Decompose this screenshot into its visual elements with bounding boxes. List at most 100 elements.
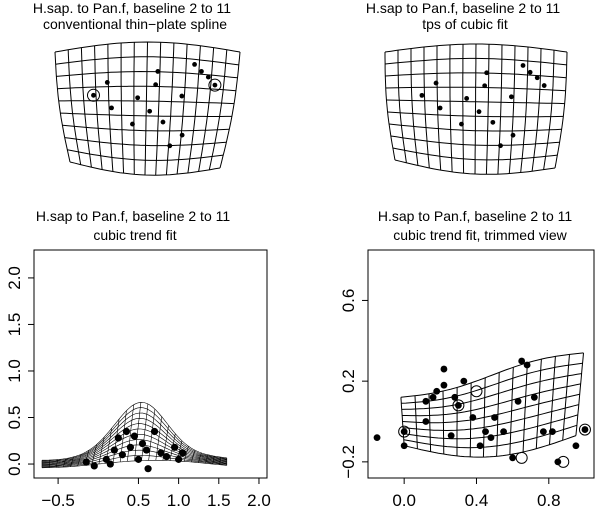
landmark-point [429, 393, 437, 401]
landmark-ring [470, 385, 483, 398]
landmark-point [118, 451, 126, 459]
grid-line-v [554, 51, 568, 169]
landmark-point [440, 365, 448, 373]
grid-line-h [60, 112, 232, 117]
panel-2-title: H.sap to Pan.f, baseline 2 to 11 [366, 0, 561, 16]
panel-2-landmarks [419, 63, 547, 149]
x-tick-label: −0.5 [41, 491, 75, 510]
grid-line-v [94, 45, 103, 170]
landmark-point [487, 434, 495, 442]
grid-line-v [485, 44, 490, 175]
landmark-point [373, 434, 381, 442]
grid-line-h [58, 100, 235, 105]
grid-line-h [402, 404, 579, 432]
landmark-ring [515, 451, 528, 464]
grid-line-h [41, 428, 227, 464]
grid-line-v [67, 49, 82, 165]
grid-line-h [385, 86, 566, 92]
landmark-point [433, 80, 439, 86]
grid-line-h [394, 159, 556, 175]
landmark-point [451, 393, 459, 401]
landmark-point [162, 452, 171, 461]
grid-line-v [148, 409, 156, 461]
landmark-ring [398, 425, 411, 438]
grid-line-h [57, 85, 236, 92]
grid-line-h [56, 70, 238, 79]
y-tick-label: −0.2 [339, 445, 358, 479]
panel-1-subtitle: conventional thin−plate spline [43, 16, 227, 32]
landmark-point [572, 442, 580, 450]
grid-line-h [390, 135, 560, 146]
landmark-point [144, 465, 152, 473]
panel-4-title: H.sap to Pan.f, baseline 2 to 11 [378, 208, 573, 224]
landmark-point [157, 449, 165, 457]
landmark-point [476, 442, 484, 450]
grid-line-h [384, 43, 568, 53]
landmark-point [138, 439, 147, 448]
landmark-point [490, 119, 496, 125]
landmark-point [109, 105, 114, 111]
grid-line-h [55, 56, 239, 66]
landmark-point [422, 397, 430, 405]
grid-line-v [155, 416, 163, 461]
landmark-point [527, 69, 533, 75]
grid-line-v [543, 50, 555, 170]
landmark-point [155, 69, 161, 74]
grid-line-h [42, 407, 227, 462]
grid-line-v [165, 42, 175, 175]
landmark-point [433, 387, 441, 395]
landmark-point [167, 143, 173, 149]
landmark-point [192, 61, 197, 67]
grid-line-v [134, 402, 142, 461]
grid-line-v [141, 403, 149, 461]
landmark-point [175, 455, 183, 463]
landmark-point [102, 455, 110, 463]
x-tick-label: 1.0 [167, 491, 191, 510]
landmark-point [153, 82, 159, 88]
grid-line-v [508, 45, 516, 174]
panel-4-deformation-grid [400, 352, 584, 458]
grid-line-v [107, 44, 114, 172]
grid-line-v [208, 49, 228, 170]
panel-2: H.sap to Pan.f, baseline 2 to 11 tps of … [366, 0, 568, 175]
landmark-point [205, 74, 211, 80]
landmark-point [179, 93, 185, 99]
grid-line-h [404, 435, 577, 458]
grid-line-h [386, 99, 565, 105]
landmark-point [447, 432, 455, 440]
panel-2-subtitle: tps of cubic fit [422, 16, 508, 32]
grid-line-v [198, 47, 215, 172]
grid-line-v [384, 52, 396, 161]
grid-line-v [187, 45, 201, 173]
landmark-ring [208, 78, 222, 92]
landmark-point [523, 361, 531, 369]
landmark-point [510, 132, 516, 138]
landmark-ring [452, 399, 465, 412]
y-tick-label: 1.0 [5, 359, 24, 383]
grid-line-h [67, 149, 224, 161]
grid-line-v [127, 404, 134, 462]
grid-line-h [385, 72, 567, 79]
panel-1-landmarks [86, 61, 222, 149]
x-tick-label: 0.5 [127, 491, 151, 510]
grid-line-h [387, 111, 564, 118]
landmark-point [110, 446, 118, 454]
grid-line-v [497, 44, 503, 175]
grid-line-v [462, 44, 465, 174]
landmark-point [459, 121, 464, 127]
panel-4: H.sap to Pan.f, baseline 2 to 11 cubic t… [339, 208, 595, 510]
grid-line-h [62, 124, 230, 132]
x-tick-label: 2.0 [247, 491, 271, 510]
grid-line-v [410, 48, 419, 166]
landmark-point [518, 357, 526, 365]
grid-line-h [41, 460, 227, 469]
landmark-point [179, 449, 187, 457]
grid-line-h [42, 455, 227, 468]
landmark-point [539, 428, 547, 435]
landmark-point [500, 428, 507, 435]
landmark-point [179, 132, 185, 138]
landmark-point [147, 108, 153, 114]
landmark-point [464, 96, 470, 101]
panel-3-subtitle: cubic trend fit [93, 227, 176, 243]
